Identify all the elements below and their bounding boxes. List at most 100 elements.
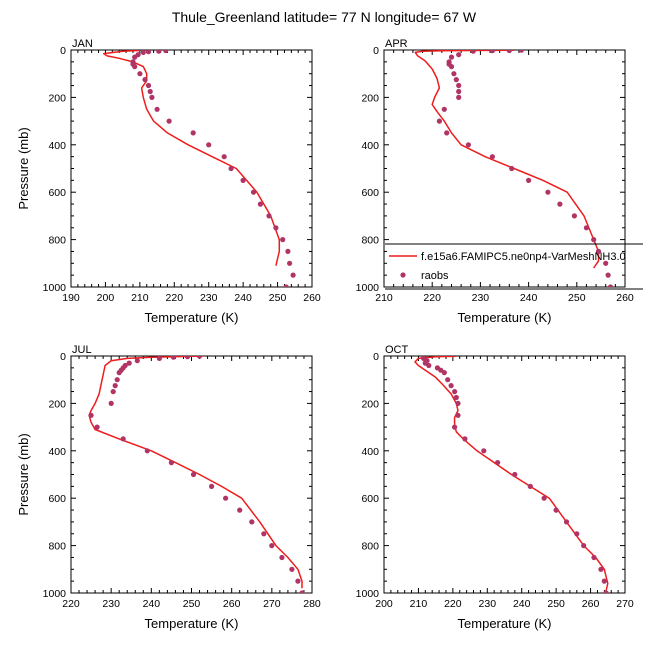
- legend-model-label: f.e15a6.FAMIPC5.ne0np4-VarMeshNH3.0: [421, 251, 626, 263]
- obs-point: [289, 566, 295, 572]
- obs-point: [448, 383, 454, 389]
- y-tick-label: 400: [361, 140, 379, 152]
- obs-point: [456, 94, 462, 100]
- x-tick-label: 220: [62, 598, 80, 610]
- obs-point: [206, 142, 212, 148]
- x-tick-label: 230: [200, 292, 218, 304]
- y-axis-label: Pressure (mb): [16, 433, 31, 515]
- obs-point: [465, 142, 471, 148]
- y-tick-label: 1000: [356, 588, 380, 600]
- obs-point: [489, 50, 495, 54]
- obs-point: [184, 356, 191, 360]
- obs-point: [261, 531, 267, 537]
- x-tick-label: 230: [479, 598, 497, 610]
- obs-point: [462, 436, 468, 442]
- obs-point: [591, 554, 597, 561]
- y-tick-label: 400: [48, 446, 66, 458]
- obs-point: [426, 362, 432, 369]
- obs-point: [526, 177, 532, 183]
- y-axis-label: Pressure (mb): [16, 127, 31, 209]
- y-tick-label: 400: [361, 446, 379, 458]
- obs-point: [132, 54, 138, 60]
- obs-point: [541, 495, 547, 501]
- obs-point: [605, 272, 611, 278]
- obs-point: [545, 189, 551, 195]
- obs-point: [166, 118, 172, 124]
- obs-point: [279, 554, 285, 561]
- x-tick-label: 200: [97, 292, 115, 304]
- y-tick-label: 200: [48, 92, 66, 104]
- obs-point: [145, 82, 152, 89]
- obs-point: [456, 88, 462, 95]
- y-tick-label: 1000: [43, 588, 67, 600]
- x-axis-label: Temperature (K): [458, 616, 552, 631]
- obs-point: [453, 394, 459, 401]
- data-layer: [414, 356, 609, 593]
- obs-point: [257, 201, 263, 207]
- obs-point: [557, 201, 563, 207]
- obs-point: [285, 248, 291, 254]
- model-series-line: [414, 50, 600, 269]
- obs-point: [190, 130, 196, 136]
- x-tick-label: 210: [375, 292, 393, 304]
- x-tick-label: 240: [520, 292, 538, 304]
- obs-point: [436, 118, 442, 124]
- obs-point: [518, 50, 524, 53]
- y-tick-label: 0: [373, 351, 379, 363]
- obs-point: [591, 237, 597, 243]
- obs-point: [489, 154, 495, 160]
- obs-point: [470, 50, 476, 54]
- obs-point: [607, 284, 614, 287]
- obs-point: [455, 400, 461, 406]
- obs-point: [94, 424, 100, 430]
- obs-point: [250, 189, 257, 195]
- obs-point: [301, 592, 303, 593]
- y-tick-label: 400: [48, 140, 66, 152]
- y-tick-label: 600: [48, 187, 66, 199]
- x-tick-label: 270: [263, 598, 281, 610]
- obs-point: [280, 237, 286, 243]
- obs-point: [456, 52, 462, 58]
- y-tick-label: 800: [48, 235, 66, 247]
- panels: JAN 190 200 210 220 230 240 250 260 0 200 400 600 800…: [16, 38, 634, 631]
- obs-point: [441, 370, 447, 376]
- obs-point: [574, 531, 580, 537]
- obs-point: [144, 448, 150, 454]
- obs-point: [603, 590, 609, 593]
- obs-point: [481, 448, 487, 454]
- obs-point: [453, 77, 459, 83]
- model-series-line: [88, 356, 303, 589]
- obs-point: [448, 64, 455, 70]
- obs-point: [228, 165, 234, 172]
- obs-point: [283, 284, 289, 287]
- obs-point: [120, 436, 126, 442]
- obs-point: [134, 358, 140, 364]
- y-tick-label: 1000: [356, 282, 380, 294]
- x-tick-label: 230: [472, 292, 490, 304]
- obs-point: [595, 248, 602, 254]
- obs-point: [553, 507, 559, 513]
- plot-frame: [383, 355, 626, 594]
- data-layer: [102, 50, 296, 287]
- obs-point: [583, 225, 590, 231]
- obs-point: [209, 483, 215, 489]
- y-tick-label: 800: [361, 235, 379, 247]
- obs-point: [88, 412, 94, 418]
- y-tick-label: 200: [361, 398, 379, 410]
- x-tick-label: 280: [303, 598, 321, 610]
- model-series-line: [102, 50, 281, 266]
- obs-point: [527, 483, 533, 489]
- legend-obs-marker-swatch: [400, 272, 406, 278]
- obs-point: [601, 578, 607, 584]
- x-tick-label: 250: [547, 598, 565, 610]
- obs-point: [506, 50, 512, 54]
- x-tick-label: 240: [143, 598, 161, 610]
- obs-point: [452, 389, 458, 395]
- obs-point: [147, 88, 153, 95]
- y-tick-label: 200: [48, 398, 66, 410]
- data-layer: [414, 50, 614, 287]
- obs-point: [237, 507, 243, 513]
- obs-point: [114, 377, 120, 383]
- obs-point: [512, 471, 518, 478]
- obs-point: [603, 260, 609, 266]
